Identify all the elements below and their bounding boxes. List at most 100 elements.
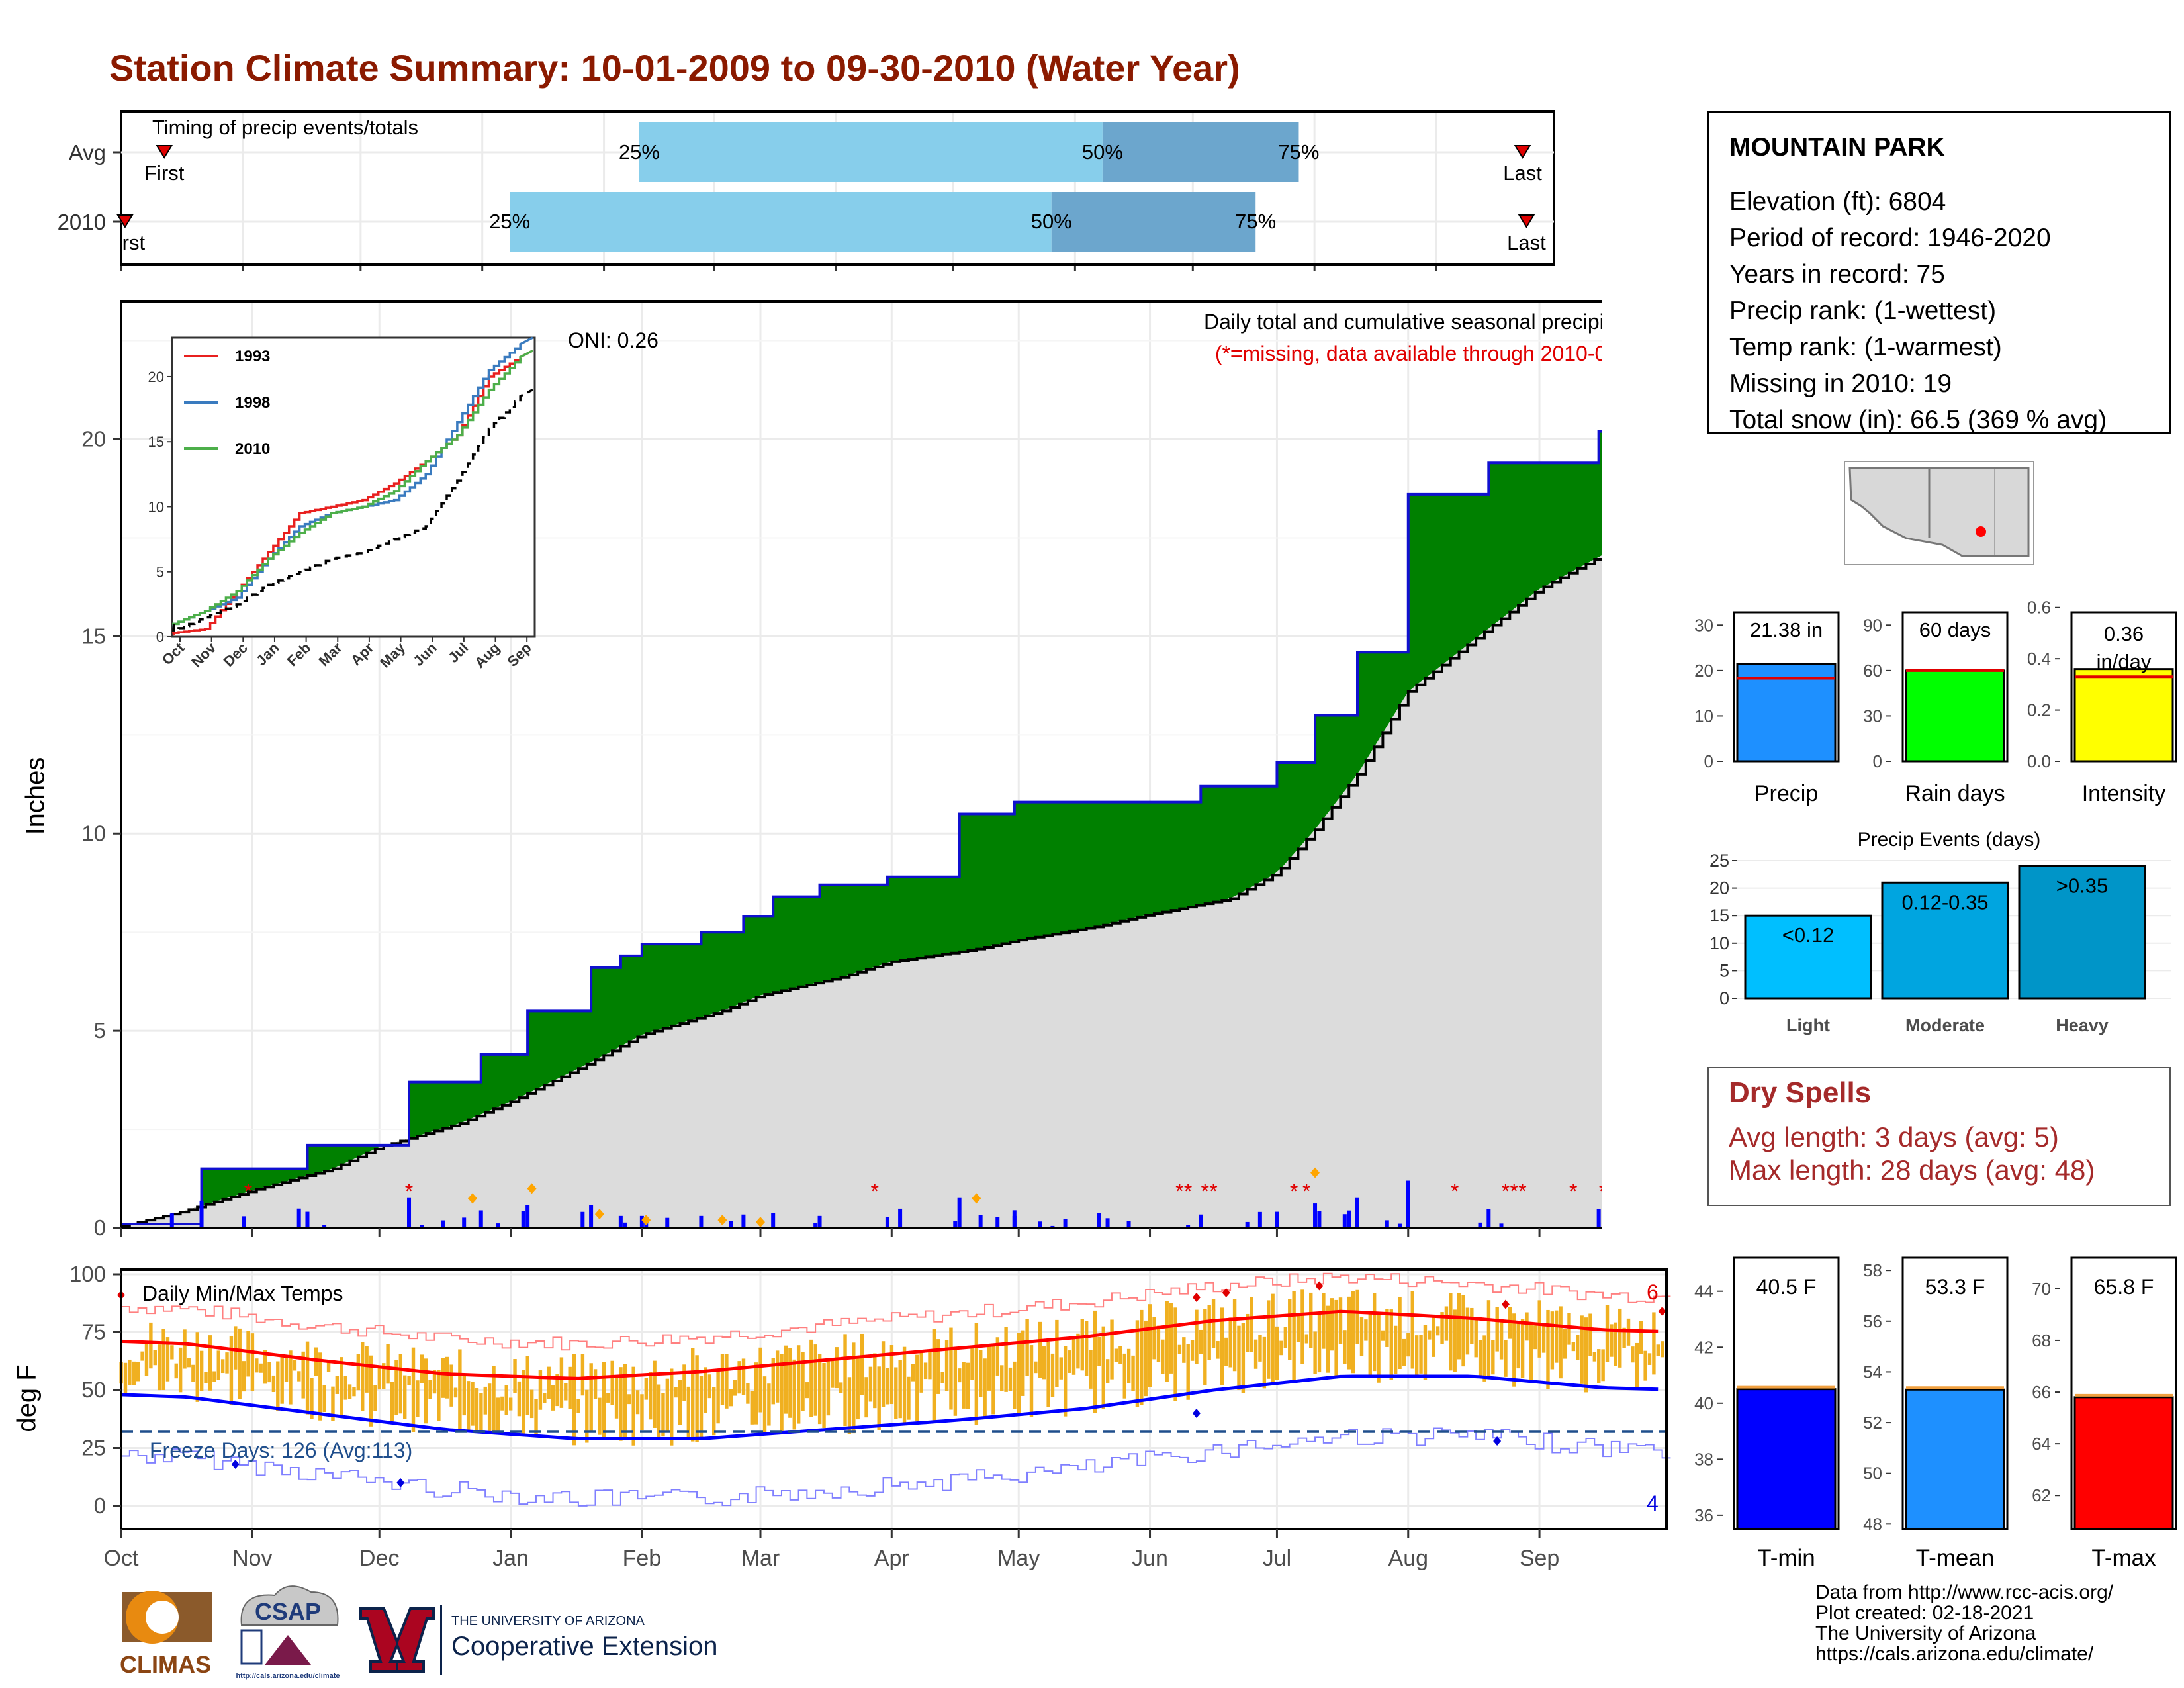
precip-areas	[121, 430, 1602, 1228]
daily-temp-bar	[1533, 1325, 1537, 1350]
daily-temp-bar	[1364, 1319, 1368, 1341]
summary-y-tick-label: 30	[1694, 615, 1713, 635]
daily-temp-bar	[1055, 1319, 1059, 1387]
daily-temp-bar	[767, 1383, 771, 1426]
timing-percent-label: 25%	[489, 210, 530, 233]
daily-temp-bar	[136, 1362, 140, 1382]
daily-precip-bar	[1012, 1210, 1017, 1228]
daily-temp-bar	[347, 1384, 352, 1399]
daily-temp-bar	[707, 1374, 712, 1399]
temp-ylabel: deg F	[12, 1364, 42, 1432]
timing-row-label: 2010	[58, 210, 106, 234]
daily-temp-bar	[1211, 1299, 1216, 1348]
average-cumulative-area	[121, 555, 1602, 1228]
record-low-marker	[1493, 1436, 1502, 1446]
daily-precip-bar	[1186, 1225, 1191, 1228]
daily-precip-bar	[589, 1205, 594, 1228]
daily-temp-bar	[670, 1368, 674, 1446]
missing-day-marker: *	[1569, 1179, 1577, 1203]
daily-temp-bar	[559, 1357, 564, 1408]
daily-temp-bar	[805, 1382, 809, 1399]
daily-temp-bar	[1076, 1333, 1080, 1369]
daily-temp-bar	[1504, 1340, 1508, 1377]
daily-temp-bar	[1661, 1341, 1664, 1358]
daily-temp-bar	[1017, 1333, 1021, 1416]
temp-bar-y-tick-label: 62	[2032, 1485, 2051, 1505]
summary-y-tick-label: 0.6	[2027, 598, 2051, 618]
precip-event-bar-label: <0.12	[1782, 923, 1834, 947]
daily-temp-bar	[1097, 1336, 1101, 1366]
daily-temp-bar	[1101, 1326, 1105, 1409]
daily-temp-bar	[1161, 1339, 1165, 1374]
summary-bar	[1736, 663, 1837, 763]
missing-day-marker: *	[1599, 1179, 1602, 1203]
daily-temp-bar	[627, 1394, 631, 1405]
daily-temp-bar	[657, 1384, 661, 1440]
daily-temp-bar	[944, 1340, 949, 1391]
daily-temp-bar	[868, 1366, 873, 1402]
daily-temp-bar	[589, 1363, 593, 1432]
daily-temp-bar	[1084, 1321, 1089, 1376]
daily-temp-bar	[762, 1376, 767, 1433]
inset-y-tick-label: 5	[156, 564, 164, 581]
missing-day-marker: *	[870, 1179, 878, 1203]
daily-temp-bar	[1343, 1330, 1347, 1364]
station-info-line: Missing in 2010: 19	[1729, 369, 1952, 398]
daily-temp-bar	[1588, 1313, 1592, 1356]
daily-precip-bar	[1097, 1213, 1101, 1228]
daily-temp-bar	[352, 1387, 356, 1397]
temp-bar-y-tick-label: 56	[1863, 1311, 1882, 1331]
missing-day-marker: *	[405, 1179, 413, 1203]
daily-temp-bar	[1000, 1365, 1004, 1391]
temp-bar-y-tick-label: 66	[2032, 1382, 2051, 1402]
daily-temp-bar	[915, 1354, 919, 1421]
temp-x-tick-label: Nov	[232, 1546, 272, 1571]
daily-temp-bar	[183, 1329, 187, 1369]
daily-temp-bar	[394, 1360, 398, 1415]
daily-temp-bar	[1428, 1330, 1432, 1340]
daily-temp-bar	[1601, 1349, 1605, 1382]
summary-y-tick-label: 20	[1694, 661, 1713, 680]
daily-temp-bar	[1313, 1331, 1317, 1374]
daily-precip-bar	[813, 1223, 818, 1228]
station-info-line: Years in record: 75	[1729, 260, 1945, 289]
missing-day-marker: *	[1184, 1179, 1192, 1203]
daily-temp-bar	[191, 1364, 195, 1382]
daily-temp-bar	[678, 1380, 682, 1425]
timing-rows: Avg 25% 50% 75% First Last 2010 25% 50% 75% First L…	[58, 122, 1554, 254]
daily-temp-bar	[1029, 1345, 1034, 1417]
daily-temp-bar	[1520, 1319, 1525, 1378]
inset-y-tick-label: 0	[156, 629, 164, 645]
daily-temp-bar	[1347, 1296, 1351, 1370]
daily-temp-bar	[1089, 1349, 1093, 1389]
temp-bar-y-tick-label: 68	[2032, 1331, 2051, 1350]
daily-temp-bar	[1652, 1312, 1656, 1375]
daily-temp-bar	[953, 1347, 958, 1416]
daily-precip-bar	[242, 1216, 246, 1228]
summary-value-label: 21.38 in	[1750, 618, 1823, 641]
daily-temp-bar	[1610, 1324, 1614, 1357]
daily-temp-bar	[195, 1332, 199, 1402]
snow-marker	[594, 1209, 604, 1220]
daily-temp-bar	[1182, 1337, 1186, 1363]
daily-temp-bar	[593, 1369, 598, 1399]
daily-temp-bar	[894, 1367, 898, 1419]
daily-temp-bar	[712, 1387, 716, 1436]
daily-temp-bar	[1372, 1293, 1377, 1372]
dry-spells-max: Max length: 28 days (avg: 48)	[1729, 1154, 2095, 1186]
temp-x-tick-label: May	[997, 1546, 1040, 1571]
daily-temp-bar	[1470, 1307, 1474, 1344]
precip-daily-bars	[169, 1180, 1601, 1228]
temp-caption: Daily Min/Max Temps	[142, 1282, 343, 1305]
temp-x-tick-label: Sep	[1520, 1546, 1560, 1571]
record-low-marker	[231, 1460, 240, 1469]
daily-temp-bar	[572, 1354, 576, 1446]
missing-day-marker: *	[1175, 1179, 1183, 1203]
events-y-tick-label: 15	[1709, 906, 1729, 925]
daily-temp-bar	[496, 1397, 500, 1432]
daily-temp-bar	[1499, 1321, 1504, 1360]
daily-temp-bar	[1068, 1350, 1071, 1373]
daily-temp-bar	[1093, 1310, 1097, 1414]
daily-temp-bar	[898, 1360, 902, 1419]
daily-temp-bar	[775, 1350, 780, 1403]
